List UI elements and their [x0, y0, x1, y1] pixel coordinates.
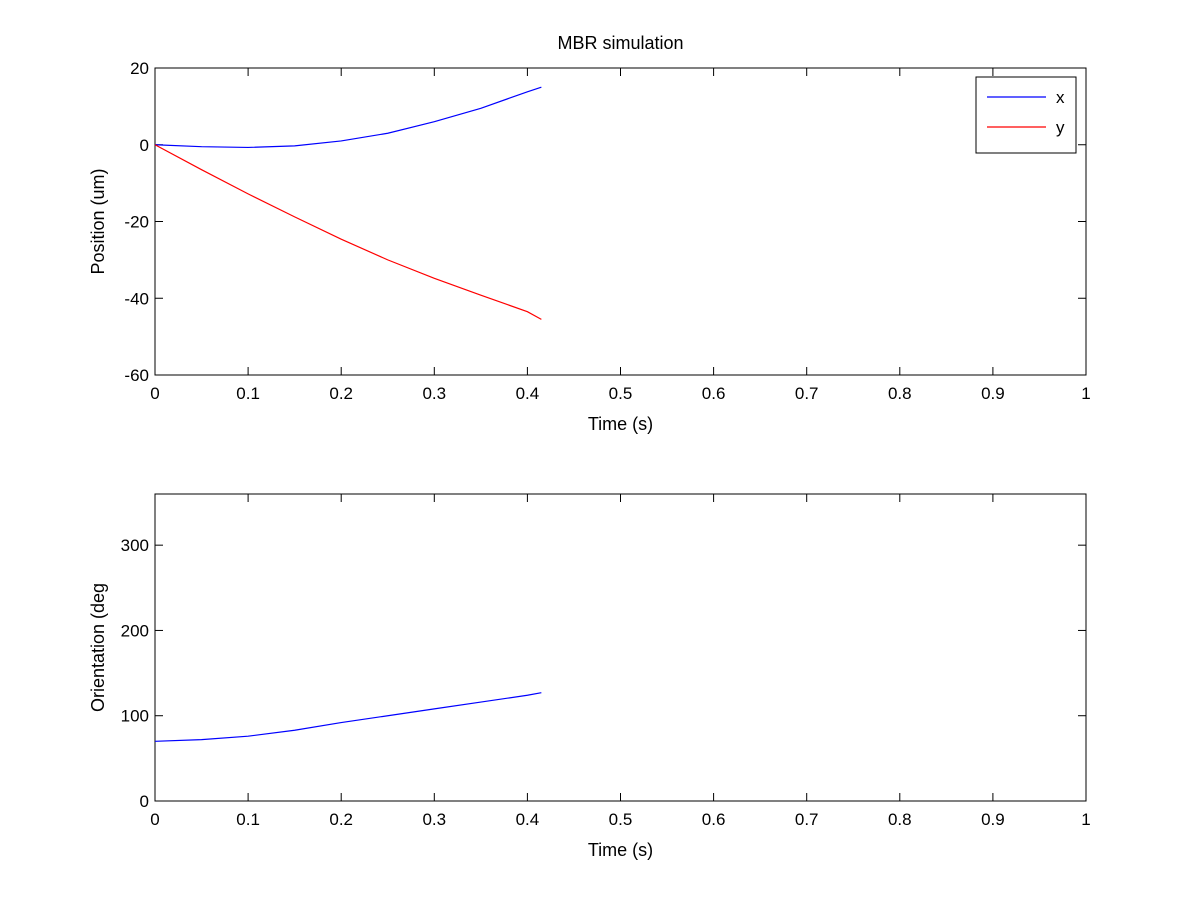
- y-axis-label: Orientation (deg: [88, 583, 108, 712]
- x-axis-label: Time (s): [588, 414, 653, 434]
- x-tick-label: 0.9: [981, 810, 1005, 829]
- x-tick-label: 0: [150, 810, 159, 829]
- y-axis-label: Position (um): [88, 168, 108, 274]
- x-tick-label: 0.1: [236, 810, 260, 829]
- x-tick-label: 0.2: [329, 384, 353, 403]
- x-tick-label: 1: [1081, 384, 1090, 403]
- y-tick-label: 200: [121, 621, 149, 640]
- x-tick-label: 0.3: [422, 810, 446, 829]
- x-tick-label: 0.1: [236, 384, 260, 403]
- legend-label-x: x: [1056, 88, 1065, 107]
- y-tick-label: 0: [140, 136, 149, 155]
- legend: xy: [975, 76, 1077, 154]
- x-tick-label: 0.9: [981, 384, 1005, 403]
- series-line-y: [154, 144, 542, 320]
- y-tick-label: 0: [140, 792, 149, 811]
- y-tick-label: -20: [124, 213, 149, 232]
- legend-label-y: y: [1056, 118, 1065, 137]
- x-tick-label: 0.5: [609, 384, 633, 403]
- x-tick-label: 1: [1081, 810, 1090, 829]
- x-tick-label: 0.3: [422, 384, 446, 403]
- x-tick-label: 0.4: [516, 384, 540, 403]
- x-tick-label: 0.2: [329, 810, 353, 829]
- x-tick-label: 0.6: [702, 810, 726, 829]
- x-tick-label: 0.6: [702, 384, 726, 403]
- series-line-x: [154, 86, 542, 149]
- x-axis-label: Time (s): [588, 840, 653, 860]
- x-tick-label: 0.7: [795, 384, 819, 403]
- orientation-axes: 0 0.1 0.2 0.3 0.4 0.5 0.6 0.7 0.8 0.9 1 0 100 200 300 T…: [88, 493, 1091, 860]
- x-tick-label: 0.8: [888, 810, 912, 829]
- y-tick-label: -60: [124, 366, 149, 385]
- x-tick-label: 0.5: [609, 810, 633, 829]
- series-line-orientation: [154, 692, 542, 742]
- x-tick-label: 0.8: [888, 384, 912, 403]
- y-tick-label: 300: [121, 536, 149, 555]
- y-tick-label: 100: [121, 707, 149, 726]
- x-tick-label: 0: [150, 384, 159, 403]
- x-tick-label: 0.4: [516, 810, 540, 829]
- legend-box: [975, 76, 1077, 154]
- y-tick-label: 20: [130, 59, 149, 78]
- y-tick-label: -40: [124, 289, 149, 308]
- x-tick-label: 0.7: [795, 810, 819, 829]
- figure-title: MBR simulation: [557, 33, 683, 53]
- position-axes: 0 0.1 0.2 0.3 0.4 0.5 0.6 0.7 0.8 0.9 1 -60 -40 -20 0 2…: [88, 59, 1091, 434]
